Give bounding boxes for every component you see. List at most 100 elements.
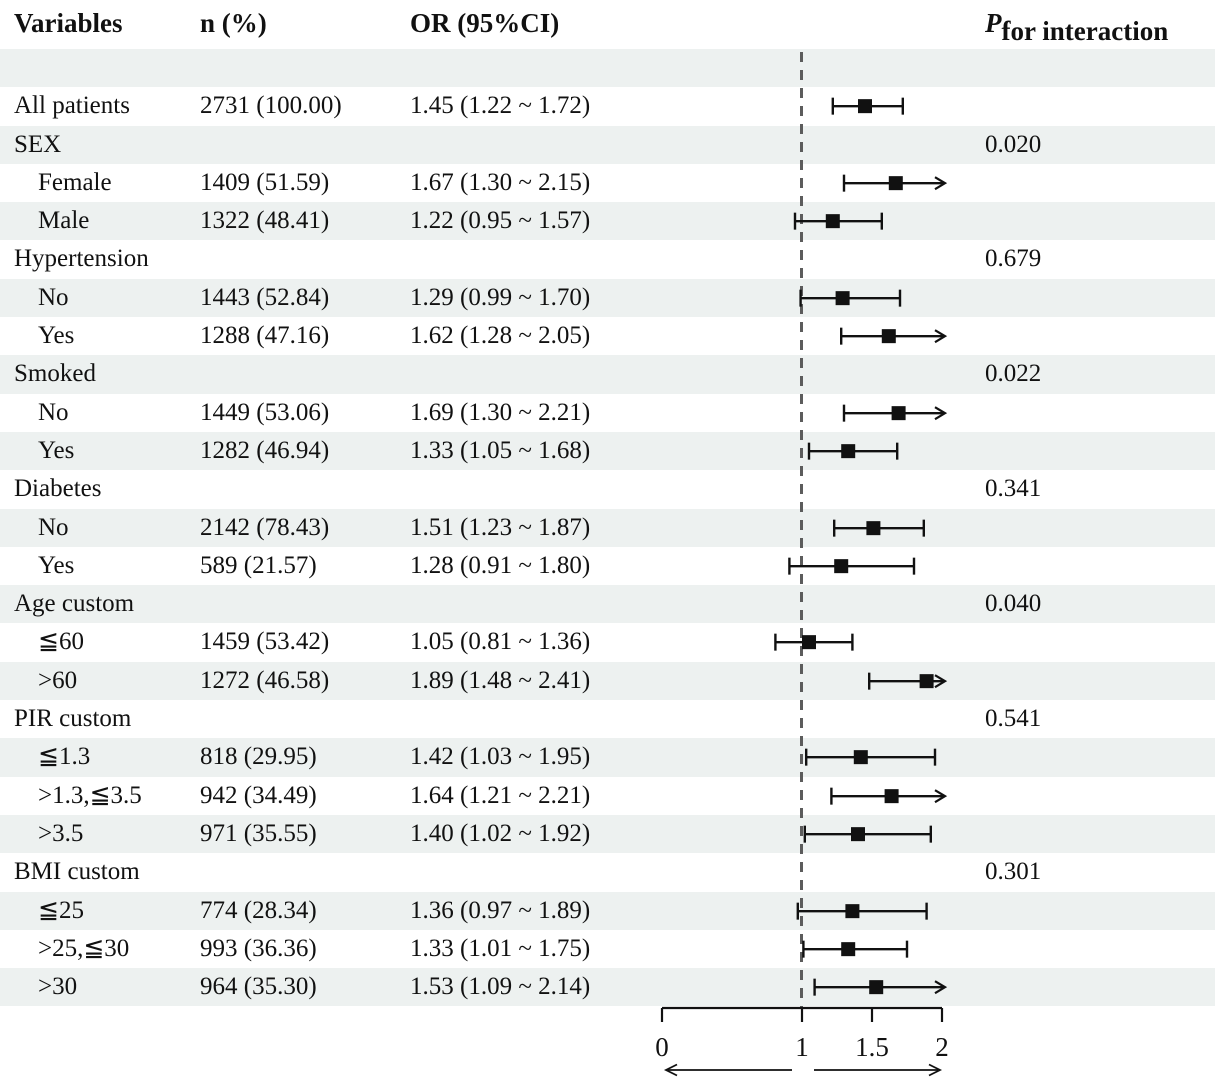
- or-point-square: [866, 520, 881, 535]
- row-or-ci-text: 1.05 (0.81 ~ 1.36): [410, 628, 591, 656]
- row-p-for-interaction: 0.020: [985, 130, 1042, 158]
- forest-row: Yes 1282 (46.94) 1.33 (1.05 ~ 1.68): [0, 431, 1215, 471]
- or-point-square: [802, 635, 816, 650]
- row-or-ci-text: 1.42 (1.03 ~ 1.95): [410, 743, 591, 771]
- or-point-square: [888, 176, 903, 191]
- forest-row: Male 1322 (48.41) 1.22 (0.95 ~ 1.57): [0, 202, 1215, 241]
- ci-errorbar-graphic: [842, 174, 948, 192]
- row-label: No: [38, 398, 69, 426]
- row-label: ≦1.3: [38, 743, 91, 771]
- row-or-ci-text: 1.64 (1.21 ~ 2.21): [410, 781, 591, 809]
- forest-row: BMI custom 0.301: [0, 853, 1215, 891]
- row-p-for-interaction: 0.301: [985, 858, 1042, 886]
- axis-tick-label: 1: [795, 1032, 809, 1062]
- row-or-ci-text: 1.69 (1.30 ~ 2.21): [410, 398, 591, 426]
- row-n-percent: 993 (36.36): [200, 934, 317, 962]
- row-label: Male: [38, 207, 90, 235]
- row-or-ci-text: 1.62 (1.28 ~ 2.05): [410, 322, 591, 350]
- p-rest: for interaction: [1001, 16, 1169, 46]
- forest-row: >60 1272 (46.58) 1.89 (1.48 ~ 2.41): [0, 661, 1215, 701]
- row-p-for-interaction: 0.541: [985, 705, 1042, 733]
- row-label: >30: [38, 973, 78, 1001]
- forest-rows-container: All patients 2731 (100.00) 1.45 (1.22 ~ 1.…: [0, 49, 1215, 1007]
- column-header-p-interaction: P for interaction: [985, 8, 1168, 46]
- row-n-percent: 942 (34.49): [200, 781, 317, 809]
- ci-errorbar-graphic: [774, 634, 854, 652]
- row-n-percent: 1449 (53.06): [200, 398, 330, 426]
- row-label: Female: [38, 168, 112, 196]
- forest-row: >3.5 971 (35.55) 1.40 (1.02 ~ 1.92): [0, 814, 1215, 854]
- or-point-square: [841, 941, 856, 956]
- row-label: Smoked: [14, 360, 96, 388]
- forest-row: No 1443 (52.84) 1.29 (0.99 ~ 1.70): [0, 278, 1215, 318]
- row-or-ci-text: 1.33 (1.05 ~ 1.68): [410, 436, 591, 464]
- row-or-ci-text: 1.40 (1.02 ~ 1.92): [410, 819, 591, 847]
- row-or-ci-text: 1.67 (1.30 ~ 2.15): [410, 168, 591, 196]
- or-point-square: [869, 980, 884, 995]
- ci-errorbar-graphic: [793, 212, 883, 230]
- axis-tick-label: 1.5: [855, 1032, 889, 1062]
- forest-row: PIR custom 0.541: [0, 700, 1215, 738]
- or-point-square: [834, 559, 849, 574]
- forest-row: ≦60 1459 (53.42) 1.05 (0.81 ~ 1.36): [0, 623, 1215, 661]
- row-or-ci-text: 1.51 (1.23 ~ 1.87): [410, 513, 591, 541]
- row-n-percent: 1459 (53.42): [200, 628, 330, 656]
- row-label: >3.5: [38, 819, 84, 847]
- row-or-ci-text: 1.33 (1.01 ~ 1.75): [410, 934, 591, 962]
- row-label: >60: [38, 666, 78, 694]
- or-point-square: [825, 214, 840, 229]
- column-header-variables: Variables: [14, 8, 123, 38]
- ci-errorbar-graphic: [802, 940, 909, 958]
- row-or-ci-text: 1.28 (0.91 ~ 1.80): [410, 551, 591, 579]
- or-point-square: [858, 99, 872, 114]
- row-label: >1.3,≦3.5: [38, 781, 142, 809]
- ci-errorbar-graphic: [842, 404, 948, 422]
- row-n-percent: 1272 (46.58): [200, 666, 330, 694]
- forest-row: Hypertension 0.679: [0, 240, 1215, 278]
- row-label: Yes: [38, 322, 75, 350]
- forest-row: No 1449 (53.06) 1.69 (1.30 ~ 2.21): [0, 394, 1215, 432]
- ci-errorbar-graphic: [807, 442, 899, 460]
- forest-row: Yes 589 (21.57) 1.28 (0.91 ~ 1.80): [0, 547, 1215, 585]
- forest-row: >30 964 (35.30) 1.53 (1.09 ~ 2.14): [0, 968, 1215, 1007]
- forest-row: >25,≦30 993 (36.36) 1.33 (1.01 ~ 1.75): [0, 930, 1215, 968]
- or-point-square: [884, 788, 899, 803]
- ci-errorbar-graphic: [840, 327, 948, 345]
- forest-row: Female 1409 (51.59) 1.67 (1.30 ~ 2.15): [0, 164, 1215, 202]
- row-or-ci-text: 1.22 (0.95 ~ 1.57): [410, 207, 591, 235]
- row-p-for-interaction: 0.040: [985, 590, 1042, 618]
- row-or-ci-text: 1.29 (0.99 ~ 1.70): [410, 283, 591, 311]
- or-axis: 0 1 1.5 2: [655, 1006, 949, 1077]
- ci-errorbar-graphic: [805, 748, 937, 766]
- row-n-percent: 1443 (52.84): [200, 283, 330, 311]
- row-n-percent: 1322 (48.41): [200, 207, 330, 235]
- row-label: Yes: [38, 436, 75, 464]
- row-n-percent: 971 (35.55): [200, 819, 317, 847]
- forest-row: No 2142 (78.43) 1.51 (1.23 ~ 1.87): [0, 508, 1215, 547]
- forest-row: Age custom 0.040: [0, 585, 1215, 624]
- row-p-for-interaction: 0.022: [985, 360, 1042, 388]
- ci-errorbar-graphic: [831, 97, 904, 115]
- row-n-percent: 964 (35.30): [200, 973, 317, 1001]
- row-label: No: [38, 283, 69, 311]
- or-point-square: [835, 290, 850, 305]
- column-header-n-pct: n (%): [200, 8, 267, 38]
- ci-errorbar-graphic: [796, 902, 928, 920]
- or-point-square: [853, 750, 868, 765]
- forest-row: Smoked 0.022: [0, 355, 1215, 394]
- row-n-percent: 818 (29.95): [200, 743, 317, 771]
- forest-row: All patients 2731 (100.00) 1.45 (1.22 ~ 1.…: [0, 87, 1215, 125]
- p-symbol: P: [985, 8, 1002, 38]
- row-or-ci-text: 1.45 (1.22 ~ 1.72): [410, 92, 591, 120]
- row-p-for-interaction: 0.341: [985, 475, 1042, 503]
- or-point-square: [845, 903, 860, 918]
- forest-row: SEX 0.020: [0, 125, 1215, 164]
- row-n-percent: 1409 (51.59): [200, 168, 330, 196]
- row-label: PIR custom: [14, 705, 132, 733]
- row-label: Hypertension: [14, 245, 149, 273]
- row-p-for-interaction: 0.679: [985, 245, 1042, 273]
- row-label: Yes: [38, 551, 75, 579]
- axis-tick-label: 2: [935, 1032, 949, 1062]
- ci-errorbar-graphic: [803, 825, 932, 843]
